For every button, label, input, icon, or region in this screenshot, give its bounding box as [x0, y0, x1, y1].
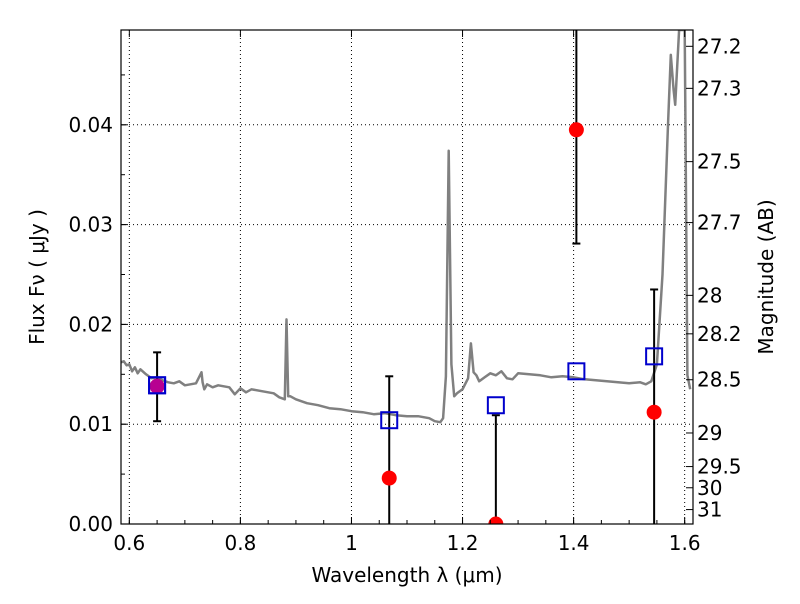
model-photometry-square-overlay: [148, 376, 167, 395]
model-photometry-square: [380, 411, 399, 430]
plot-series: [121, 30, 692, 524]
observed-flux-point: [488, 516, 504, 524]
mag-tick-label: 29: [697, 421, 722, 445]
mag-tick-label: 27.5: [697, 150, 742, 174]
x-tick-label: 0.8: [224, 531, 256, 555]
observed-flux-point: [381, 470, 397, 486]
y-tick-label: 0.00: [68, 512, 113, 536]
blended-point: [149, 378, 165, 394]
model-spectrum-line: [121, 30, 692, 424]
observed-flux-point: [568, 122, 584, 138]
model-photometry-square: [486, 396, 505, 415]
axes: 0.6 0.8 1 1.2 1.4 1.6 0.00 0.01 0.02 0.03 0.04 27.2…: [68, 30, 742, 555]
model-photometry-square: [645, 347, 664, 366]
mag-tick-label: 28: [697, 283, 722, 307]
plot-frame: [120, 29, 694, 525]
x-axis-label: Wavelength λ (μm): [311, 563, 502, 587]
grid: [121, 30, 693, 525]
clipped-series: [121, 30, 692, 524]
mag-tick-label: 30: [697, 476, 722, 500]
x-tick-label: 1.6: [669, 531, 701, 555]
y-tick-label: 0.04: [68, 113, 113, 137]
mag-tick-label: 29.5: [697, 455, 742, 479]
y-tick-label: 0.01: [68, 412, 113, 436]
model-photometry-square: [567, 362, 586, 381]
x-tick-label: 1: [345, 531, 358, 555]
mag-tick-label: 27.7: [697, 211, 742, 235]
mag-tick-label: 27.3: [697, 76, 742, 100]
x-tick-label: 1.4: [558, 531, 590, 555]
mag-tick-label: 27.2: [697, 34, 742, 58]
x-tick-label: 1.2: [447, 531, 479, 555]
x-tick-label: 0.6: [113, 531, 145, 555]
observed-flux-point: [646, 404, 662, 420]
y-tick-label: 0.02: [68, 312, 113, 336]
mag-tick-label: 28.2: [697, 322, 742, 346]
right-y-axis-label: Magnitude (AB): [754, 199, 778, 354]
y-axis-label: Flux Fν ( μJy ): [25, 209, 49, 345]
mag-tick-label: 31: [697, 498, 722, 522]
y-tick-label: 0.03: [68, 213, 113, 237]
mag-tick-label: 28.5: [697, 368, 742, 392]
